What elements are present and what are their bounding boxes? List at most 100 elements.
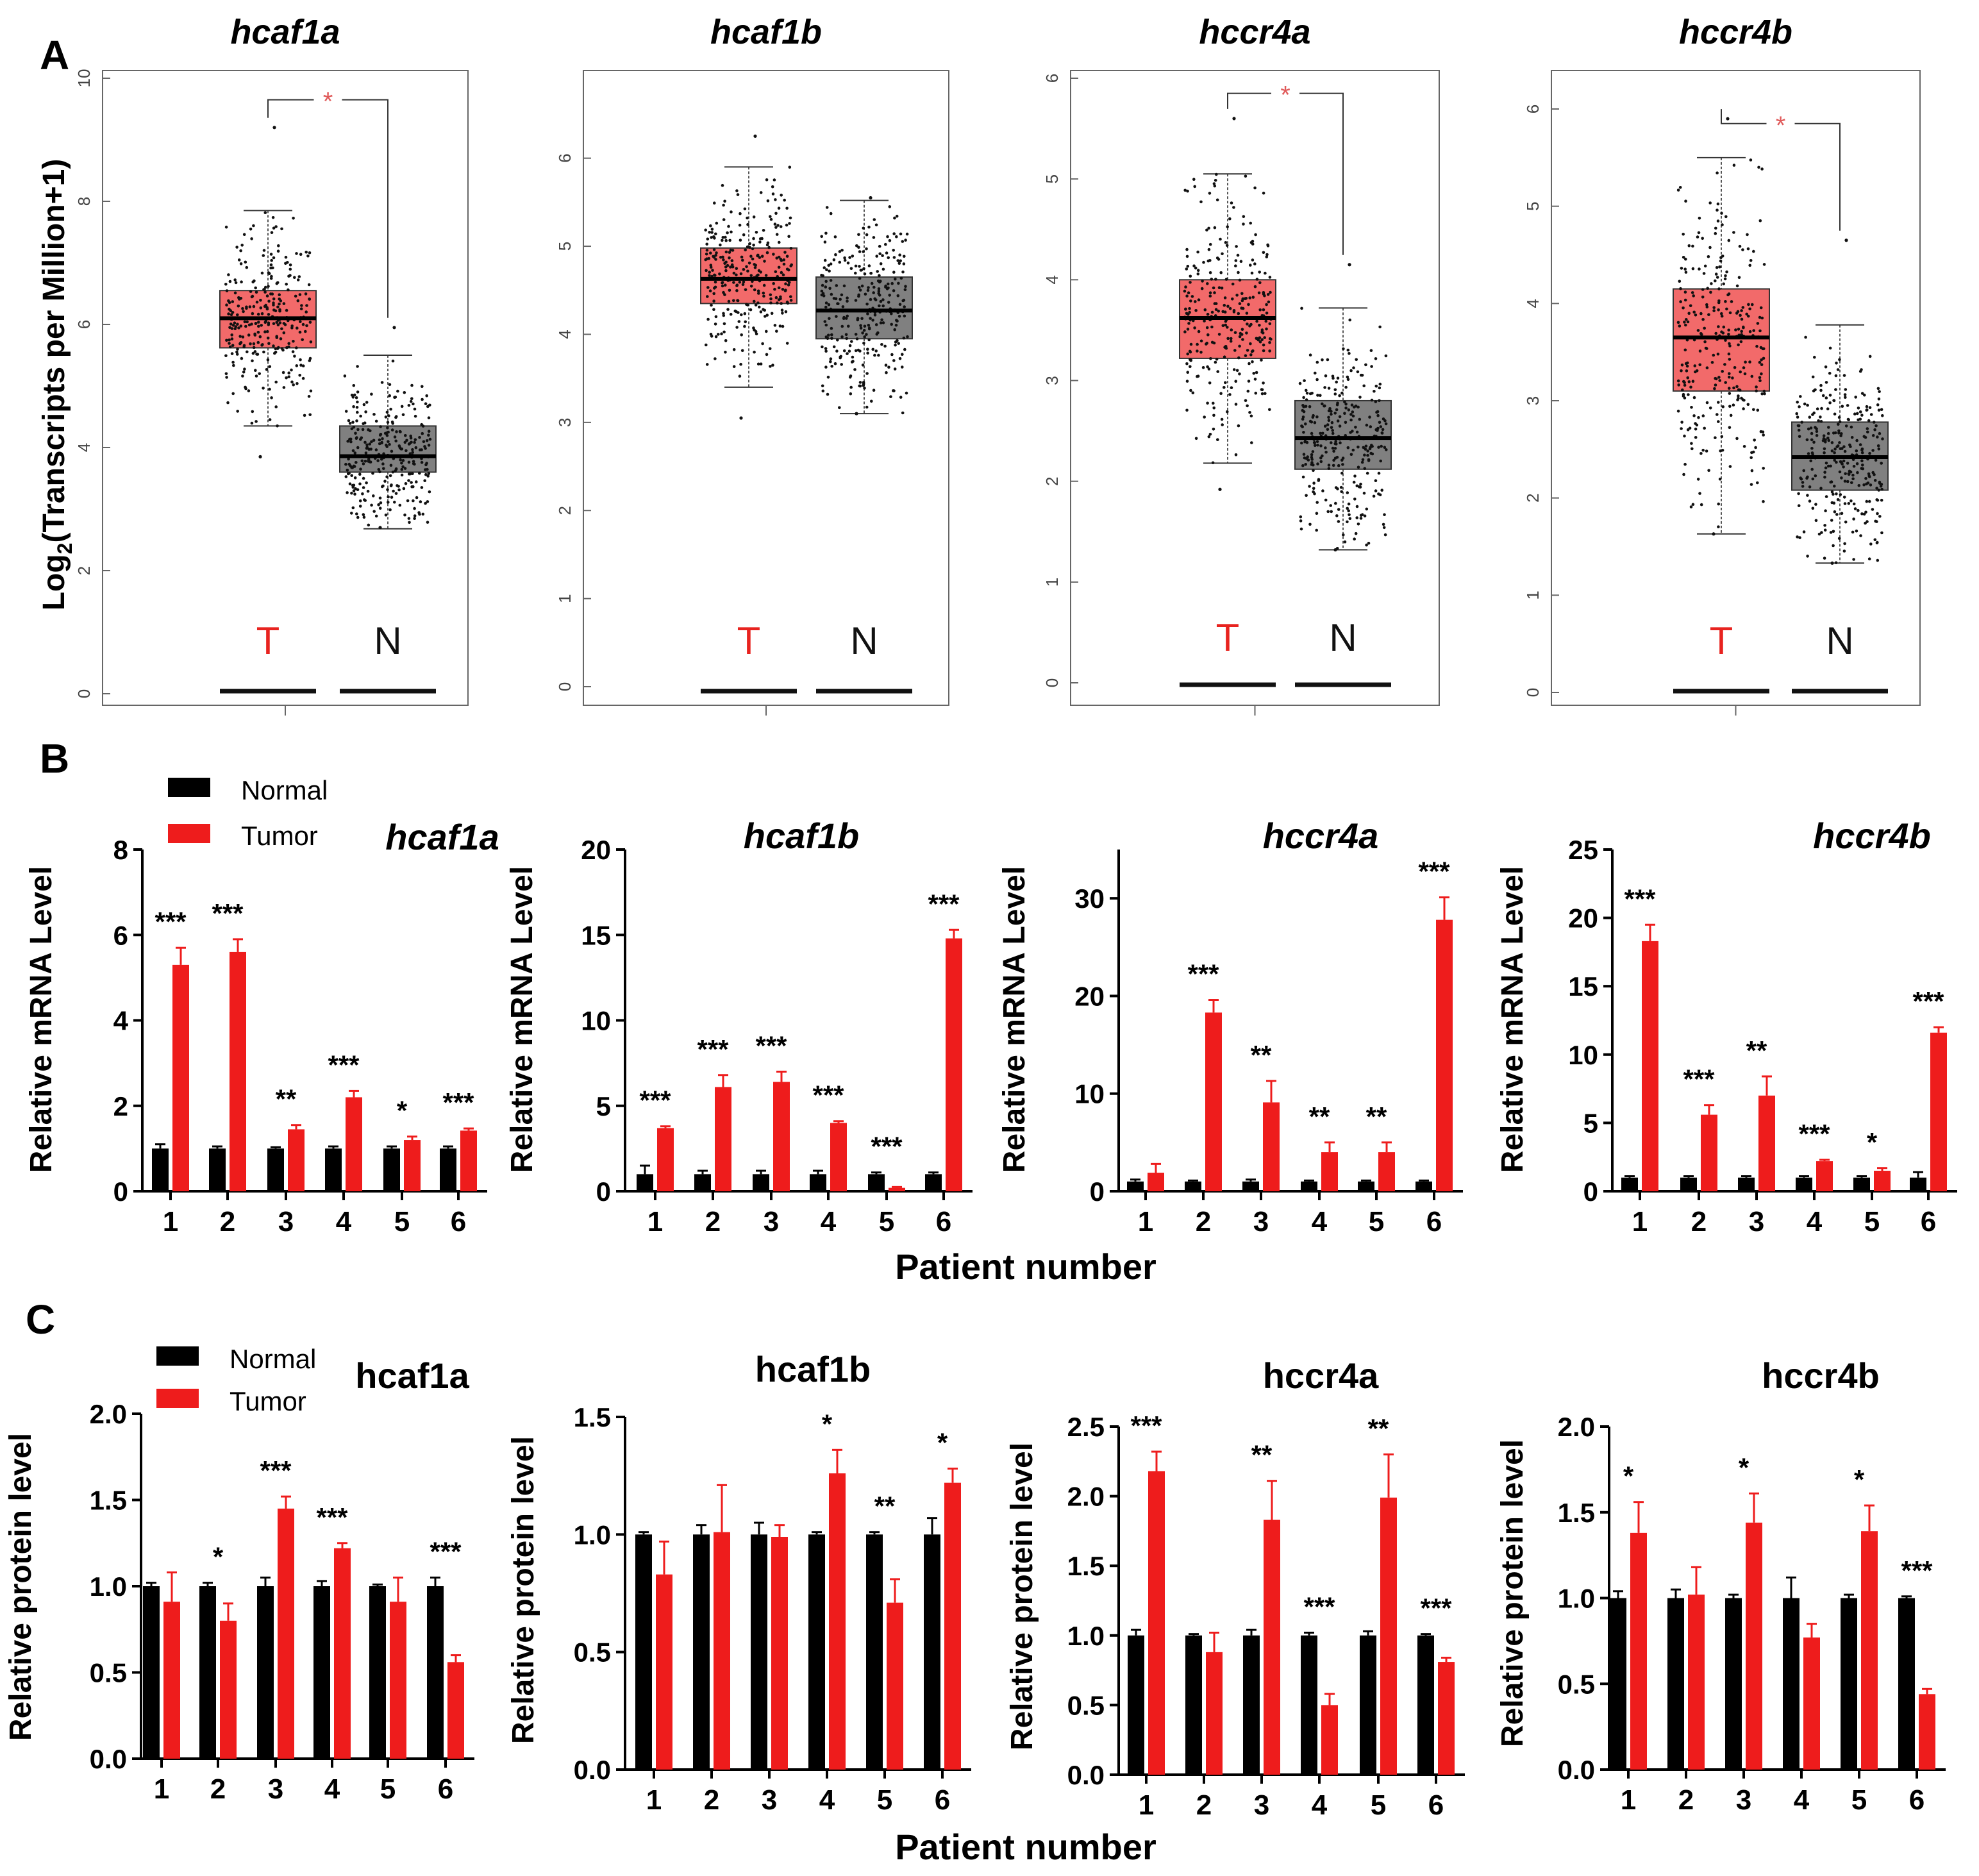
data-point	[424, 468, 427, 471]
data-point	[1716, 202, 1720, 206]
data-point	[359, 414, 362, 418]
data-point	[1262, 191, 1265, 195]
data-point	[1378, 421, 1382, 424]
data-point	[1200, 287, 1204, 290]
y-tick-label: 10	[74, 69, 94, 88]
data-point	[1360, 513, 1364, 516]
data-point	[1313, 421, 1317, 424]
data-point	[788, 165, 792, 169]
significance-mark: ***	[1683, 1064, 1715, 1094]
data-point	[773, 222, 777, 226]
data-point	[1737, 276, 1741, 280]
data-point	[1819, 420, 1823, 423]
data-point	[1795, 412, 1798, 415]
x-tick-label: 1	[646, 1784, 662, 1816]
data-point	[1828, 371, 1832, 375]
data-point	[381, 484, 385, 488]
data-point	[1683, 462, 1687, 466]
data-point	[301, 322, 305, 326]
data-point	[228, 338, 231, 342]
data-point	[863, 272, 867, 276]
data-point	[1844, 396, 1847, 399]
data-point	[828, 287, 831, 290]
x-tick-label: 3	[268, 1773, 283, 1805]
data-point	[370, 440, 373, 444]
bar-tumor	[220, 1620, 237, 1759]
data-point	[715, 251, 718, 255]
data-point	[892, 249, 895, 252]
data-point	[825, 268, 828, 272]
data-point	[1719, 256, 1723, 260]
outlier-point	[378, 526, 382, 530]
data-point	[895, 235, 898, 239]
x-tick-label: 4	[1807, 1206, 1823, 1237]
bar-tumor	[1688, 1595, 1705, 1770]
data-point	[262, 350, 265, 354]
x-tick-label: 3	[764, 1206, 779, 1237]
data-point	[746, 269, 749, 273]
data-point	[1244, 174, 1248, 178]
data-point	[1216, 438, 1219, 441]
data-point	[1824, 365, 1828, 369]
significance-mark: ***	[430, 1537, 462, 1567]
data-point	[1739, 314, 1742, 317]
data-point	[1819, 389, 1823, 392]
y-tick-label: 4	[1523, 299, 1542, 308]
data-point	[308, 356, 312, 360]
data-point	[753, 288, 756, 292]
data-point	[1724, 300, 1727, 303]
data-point	[418, 448, 422, 451]
data-point	[1361, 458, 1365, 462]
data-point	[252, 305, 256, 308]
x-tick-label: 4	[1312, 1789, 1328, 1821]
data-point	[1878, 482, 1882, 485]
data-point	[418, 512, 421, 516]
data-point	[1751, 450, 1755, 454]
data-point	[1304, 422, 1307, 426]
data-point	[1741, 398, 1745, 401]
data-point	[1357, 405, 1360, 409]
data-point	[1301, 464, 1305, 467]
data-point	[828, 269, 831, 273]
data-point	[1262, 343, 1265, 347]
data-point	[775, 330, 778, 333]
data-point	[262, 387, 265, 390]
x-tick-label: 4	[819, 1784, 835, 1816]
data-point	[413, 414, 417, 418]
data-point	[1687, 393, 1690, 396]
data-point	[824, 349, 828, 353]
data-point	[1830, 501, 1834, 505]
data-point	[308, 251, 312, 255]
data-point	[1873, 538, 1877, 542]
data-point	[1206, 401, 1209, 405]
data-point	[1340, 471, 1344, 475]
legend-b-tumor-label: Tumor	[241, 821, 318, 851]
data-point	[899, 259, 902, 263]
data-point	[826, 376, 830, 379]
data-point	[1315, 512, 1319, 515]
data-point	[1732, 163, 1736, 167]
data-point	[1876, 403, 1880, 406]
data-point	[895, 214, 899, 218]
data-point	[231, 360, 235, 364]
data-point	[423, 479, 426, 482]
data-point	[1234, 264, 1237, 268]
data-point	[239, 249, 242, 253]
data-point	[758, 240, 762, 244]
data-point	[1810, 451, 1814, 455]
data-point	[411, 448, 414, 451]
data-point	[307, 283, 311, 287]
data-point	[1740, 309, 1743, 312]
legend-b: Normal Tumor	[168, 775, 328, 851]
data-point	[1250, 350, 1254, 353]
data-point	[1369, 349, 1373, 352]
data-point	[346, 439, 349, 443]
data-point	[363, 440, 367, 444]
data-point	[420, 423, 423, 426]
data-point	[372, 413, 376, 416]
data-point	[274, 225, 278, 228]
data-point	[228, 342, 231, 345]
data-point	[1348, 517, 1352, 521]
data-point	[1712, 353, 1716, 357]
data-point	[404, 482, 408, 485]
